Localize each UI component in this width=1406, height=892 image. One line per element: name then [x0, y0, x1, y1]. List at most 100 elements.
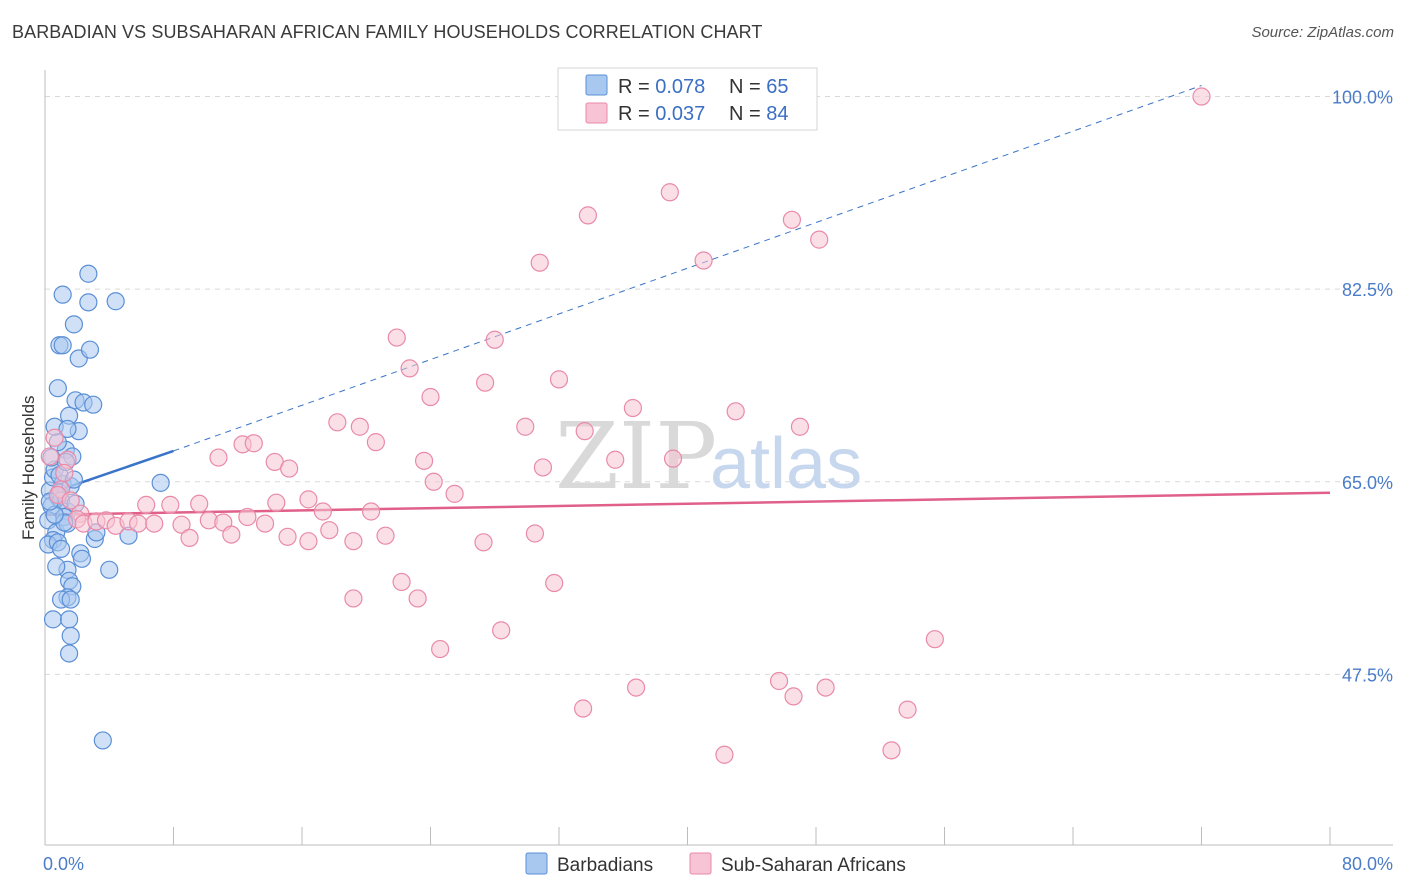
- y-tick-label-3: 100.0%: [1332, 88, 1393, 108]
- subsaharan-point-74: [573, 699, 593, 718]
- subsaharan-point-65: [790, 417, 810, 436]
- bottom-legend-swatch-blue: [525, 852, 548, 875]
- barbadian-point-50: [59, 610, 79, 629]
- subsaharan-point-61: [530, 253, 549, 272]
- subsaharan-point-39: [525, 524, 545, 543]
- bottom-legend: Barbadians Sub-Saharan Africans: [525, 852, 906, 876]
- barbadian-point-61: [72, 549, 92, 568]
- subsaharan-point-68: [660, 183, 679, 202]
- subsaharan-point-79: [898, 700, 917, 719]
- barbadian-point-56: [151, 473, 170, 492]
- subsaharan-point-75: [626, 678, 646, 697]
- subsaharan-point-53: [485, 330, 504, 349]
- subsaharan-point-66: [782, 210, 802, 229]
- watermark-zip: ZIP: [555, 403, 717, 510]
- subsaharan-point-60: [663, 449, 683, 468]
- subsaharan-point-63: [694, 251, 713, 270]
- subsaharan-point-29: [320, 521, 339, 540]
- legend-swatch-pink: [585, 102, 608, 124]
- subsaharan-point-36: [424, 472, 443, 491]
- barbadian-point-43: [100, 560, 119, 579]
- subsaharan-point-82: [925, 630, 944, 649]
- subsaharan-point-54: [516, 417, 535, 436]
- subsaharan-point-42: [209, 448, 228, 467]
- legend-r-label-pink: R =: [618, 103, 655, 125]
- barbadian-point-27: [48, 379, 67, 398]
- legend-n-label-blue: N =: [729, 76, 766, 98]
- barbadian-point-36: [79, 264, 98, 283]
- barbadian-point-48: [61, 590, 80, 609]
- legend: R = 0.078 N = 65 R = 0.037 N = 84: [557, 67, 818, 131]
- barbadian-point-29: [80, 340, 100, 359]
- subsaharan-point-25: [267, 493, 286, 512]
- subsaharan-point-34: [408, 589, 427, 608]
- subsaharan-point-83: [1192, 87, 1211, 106]
- subsaharan-point-49: [350, 417, 369, 436]
- svg-text:R = 0.078: R = 0.078: [618, 76, 705, 98]
- subsaharan-point-26: [278, 527, 297, 546]
- subsaharan-point-46: [280, 459, 299, 478]
- subsaharan-point-40: [545, 573, 564, 593]
- subsaharan-point-81: [882, 741, 901, 760]
- barbadian-point-33: [79, 293, 98, 312]
- subsaharan-point-16: [145, 514, 164, 533]
- legend-swatch-blue: [585, 74, 608, 96]
- barbadian-point-23: [58, 419, 77, 439]
- subsaharan-point-57: [606, 450, 625, 469]
- subsaharan-trend-line: [44, 491, 1331, 517]
- barbadian-point-35: [106, 292, 125, 311]
- subsaharan-point-48: [328, 413, 347, 432]
- subsaharan-point-52: [476, 373, 495, 392]
- legend-r-value-blue: 0.078: [655, 76, 705, 98]
- watermark: ZIP atlas: [555, 403, 862, 510]
- subsaharan-point-47: [299, 490, 318, 509]
- subsaharan-point-30: [344, 532, 363, 551]
- subsaharan-point-51: [421, 387, 440, 407]
- subsaharan-point-69: [400, 359, 419, 378]
- subsaharan-point-3: [55, 463, 74, 483]
- subsaharan-point-67: [810, 230, 829, 249]
- subsaharan-point-80: [715, 745, 734, 764]
- legend-n-value-pink: 84: [766, 103, 788, 125]
- subsaharan-point-0: [45, 428, 64, 447]
- barbadian-point-32: [64, 315, 84, 334]
- legend-n-value-blue: 65: [766, 76, 788, 98]
- subsaharan-point-64: [726, 402, 745, 421]
- data-points: [39, 87, 1211, 764]
- svg-text:R = 0.037: R = 0.037: [618, 103, 705, 125]
- y-tick-label-1: 65.0%: [1342, 473, 1393, 493]
- subsaharan-point-44: [244, 434, 263, 453]
- x-tick-label-max: 80.0%: [1342, 854, 1393, 874]
- chart-title: BARBADIAN VS SUBSAHARAN AFRICAN FAMILY H…: [12, 22, 763, 42]
- subsaharan-point-22: [222, 525, 241, 544]
- subsaharan-point-18: [172, 515, 191, 534]
- subsaharan-point-32: [376, 526, 395, 545]
- y-tick-label-0: 47.5%: [1342, 665, 1393, 685]
- subsaharan-point-6: [61, 491, 80, 510]
- subsaharan-point-76: [816, 678, 835, 697]
- barbadian-point-31: [53, 336, 72, 355]
- subsaharan-point-62: [578, 206, 598, 225]
- subsaharan-point-77: [769, 671, 789, 691]
- svg-text:N = 84: N = 84: [729, 103, 789, 125]
- barbadian-point-63: [47, 557, 66, 576]
- subsaharan-point-24: [255, 514, 275, 533]
- subsaharan-point-58: [549, 370, 569, 389]
- subsaharan-point-35: [414, 451, 434, 470]
- subsaharan-point-72: [431, 639, 450, 659]
- legend-n-label-pink: N =: [729, 103, 766, 125]
- subsaharan-point-15: [137, 495, 156, 514]
- subsaharan-point-71: [344, 589, 363, 608]
- y-tick-label-2: 82.5%: [1342, 280, 1393, 300]
- subsaharan-point-37: [445, 484, 464, 503]
- subsaharan-point-56: [575, 422, 594, 441]
- subsaharan-point-23: [238, 507, 257, 527]
- source-label: Source: ZipAtlas.com: [1251, 24, 1394, 41]
- subsaharan-point-33: [392, 572, 411, 592]
- subsaharan-point-19: [190, 494, 209, 513]
- subsaharan-point-31: [361, 502, 381, 521]
- bottom-legend-label-pink: Sub-Saharan Africans: [721, 855, 906, 876]
- subsaharan-point-38: [474, 533, 493, 552]
- subsaharan-point-17: [161, 495, 180, 514]
